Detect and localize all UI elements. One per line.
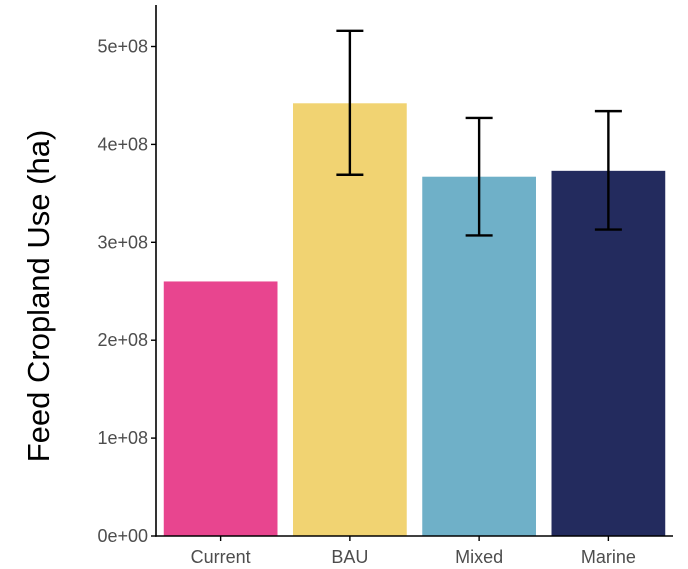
error-bar-marine	[594, 109, 622, 231]
error-bar-mixed	[465, 116, 493, 237]
x-tick-label: Mixed	[455, 547, 503, 567]
y-tick-label: 1e+08	[97, 428, 148, 448]
y-tick-label: 5e+08	[97, 37, 148, 57]
y-tick-label: 4e+08	[97, 134, 148, 154]
x-tick-label: Current	[191, 547, 251, 567]
y-tick-label: 0e+00	[97, 526, 148, 546]
bars-layer	[163, 103, 666, 537]
y-tick-label: 2e+08	[97, 330, 148, 350]
x-axis-ticks: Current BAU Mixed Marine	[191, 536, 636, 567]
bar-marine	[551, 170, 666, 536]
bar-current	[163, 281, 278, 536]
y-axis-title: Feed Cropland Use (ha)	[21, 130, 56, 463]
y-axis-ticks: 0e+00 1e+08 2e+08 3e+08 4e+08 5e+08	[97, 37, 156, 546]
error-bars-layer	[336, 29, 622, 237]
x-tick-label: BAU	[331, 547, 368, 567]
error-bar-bau	[336, 29, 364, 176]
x-tick-label: Marine	[581, 547, 636, 567]
y-tick-label: 3e+08	[97, 232, 148, 252]
